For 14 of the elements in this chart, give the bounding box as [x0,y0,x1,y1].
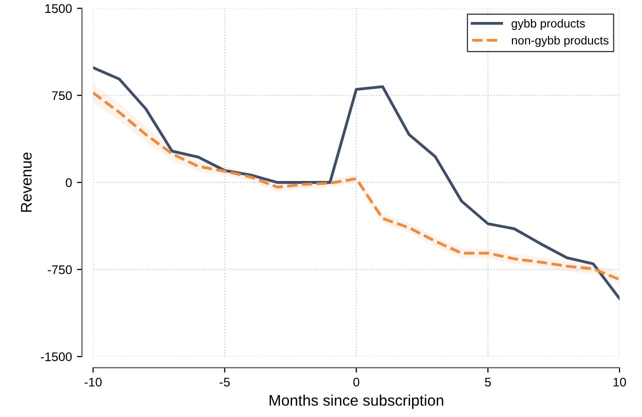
legend-label: gybb products [512,18,585,30]
x-tick-label: -5 [220,378,230,387]
y-tick-label: -750 [48,265,72,274]
y-axis-title: Revenue [21,152,32,212]
x-tick-label: 5 [484,378,491,387]
legend-label: non-gybb products [512,36,608,47]
y-tick-label: 750 [52,91,72,100]
y-tick-label: -1500 [40,352,72,362]
x-tick-label: 0 [353,378,360,387]
x-tick-label: -10 [84,378,102,387]
y-tick-label: 1500 [45,4,72,13]
x-tick-label: 10 [614,378,626,387]
x-axis-title: Months since subscription [270,394,444,409]
y-tick-label: 0 [66,178,72,188]
